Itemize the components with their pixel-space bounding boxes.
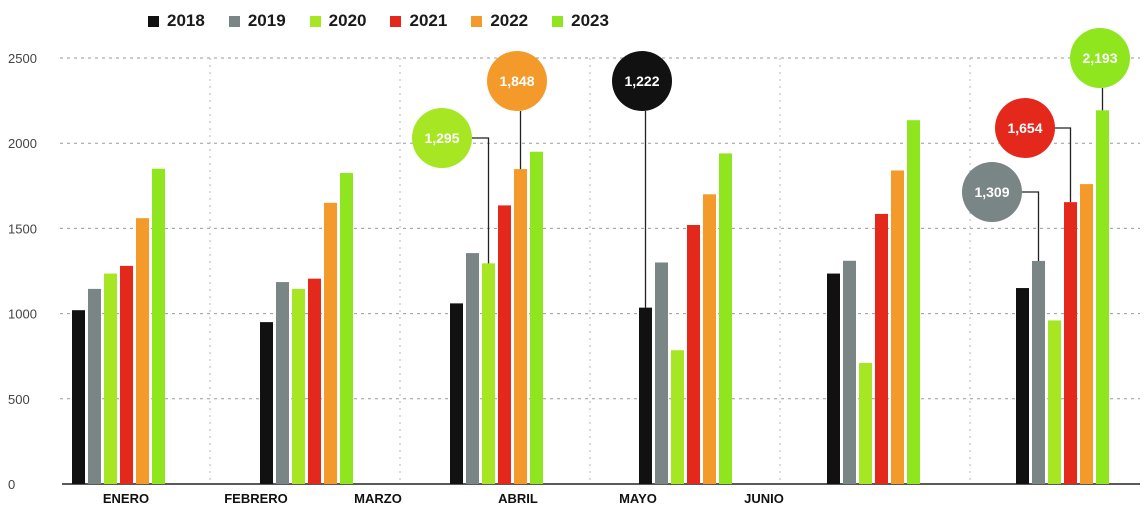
legend-swatch bbox=[390, 15, 402, 27]
bar-2022 bbox=[514, 169, 527, 484]
legend-label: 2018 bbox=[167, 11, 205, 30]
bar-2019 bbox=[1032, 260, 1045, 484]
legend-item-2022: 2022 bbox=[471, 8, 528, 34]
legend-label: 2022 bbox=[490, 11, 529, 30]
bar-2021 bbox=[120, 265, 133, 484]
legend-item-2021: 2021 bbox=[390, 8, 447, 34]
bar-2021 bbox=[498, 205, 511, 484]
callout-bubble bbox=[612, 51, 672, 111]
callout-label: 1,222 bbox=[624, 73, 659, 89]
bar-2021 bbox=[687, 224, 700, 484]
callout-label: 2,193 bbox=[1082, 50, 1117, 66]
callout-label: 1,309 bbox=[974, 184, 1009, 200]
bar-2021 bbox=[875, 213, 888, 484]
y-tick-label: 500 bbox=[8, 392, 30, 407]
bar-2019 bbox=[466, 253, 479, 484]
callout-label: 1,848 bbox=[499, 73, 534, 89]
legend-label: 2021 bbox=[409, 11, 448, 30]
category-label: MARZO bbox=[354, 491, 402, 506]
legend-label: 2019 bbox=[247, 11, 286, 30]
bar-2022 bbox=[136, 218, 149, 484]
bar-2023 bbox=[152, 168, 165, 484]
bar-2023 bbox=[340, 173, 353, 484]
bar-2023 bbox=[719, 153, 732, 484]
legend-label: 2023 bbox=[571, 11, 609, 30]
category-label: ABRIL bbox=[498, 491, 538, 506]
legend-swatch bbox=[309, 15, 321, 27]
category-label: FEBRERO bbox=[224, 491, 288, 506]
category-label: MAYO bbox=[619, 491, 657, 506]
callout-leader-line bbox=[1022, 191, 1040, 261]
bar-2020 bbox=[104, 273, 117, 484]
bar-2022 bbox=[1080, 184, 1093, 484]
bar-2020 bbox=[1048, 320, 1061, 484]
callout-label: 1,654 bbox=[1007, 120, 1042, 136]
callout-label: 1,295 bbox=[424, 130, 459, 146]
bar-2023 bbox=[907, 120, 920, 485]
callout-bubble bbox=[412, 108, 472, 168]
bar-2022 bbox=[891, 170, 904, 485]
bar-2020 bbox=[671, 350, 684, 484]
callout-leader-line bbox=[472, 137, 490, 264]
legend-item-2023: 2023 bbox=[552, 8, 609, 34]
legend-item-2018: 2018 bbox=[148, 8, 205, 34]
bar-2023 bbox=[1096, 110, 1109, 484]
bar-2019 bbox=[88, 288, 101, 484]
bar-2018 bbox=[450, 303, 463, 484]
chart-legend: 2018 2019 2020 2021 2022 2023 bbox=[148, 8, 633, 34]
y-tick-label: 1500 bbox=[8, 221, 37, 236]
bar-2022 bbox=[324, 202, 337, 484]
bar-2018 bbox=[72, 310, 85, 484]
category-label: JUNIO bbox=[744, 491, 784, 506]
callout-bubble bbox=[995, 98, 1055, 158]
bar-2019 bbox=[655, 262, 668, 484]
bar-2018 bbox=[639, 307, 652, 484]
legend-swatch bbox=[552, 15, 564, 27]
legend-swatch bbox=[228, 15, 240, 27]
bar-2021 bbox=[1064, 202, 1077, 485]
callout-leader-line bbox=[1055, 127, 1072, 203]
legend-label: 2020 bbox=[328, 11, 367, 30]
bar-2022 bbox=[703, 194, 716, 484]
bar-2020 bbox=[292, 288, 305, 484]
bar-2023 bbox=[530, 151, 543, 484]
bar-2020 bbox=[859, 363, 872, 484]
bar-2019 bbox=[843, 260, 856, 484]
bar-2021 bbox=[308, 278, 321, 484]
callout-bubble bbox=[487, 51, 547, 111]
bar-2018 bbox=[260, 322, 273, 484]
y-tick-label: 1000 bbox=[8, 307, 37, 322]
y-tick-label: 2000 bbox=[8, 136, 37, 151]
bar-2018 bbox=[827, 273, 840, 484]
callout-bubble bbox=[1070, 28, 1130, 88]
bar-2019 bbox=[276, 282, 289, 484]
legend-swatch bbox=[471, 15, 483, 27]
y-tick-label: 2500 bbox=[8, 51, 37, 66]
legend-item-2020: 2020 bbox=[309, 8, 367, 34]
callout-bubble bbox=[962, 162, 1022, 222]
legend-swatch bbox=[148, 15, 159, 27]
bar-2020 bbox=[482, 263, 495, 484]
y-tick-label: 0 bbox=[8, 477, 15, 492]
legend-item-2019: 2019 bbox=[228, 8, 286, 34]
category-label: ENERO bbox=[103, 491, 149, 506]
bar-2018 bbox=[1016, 288, 1029, 484]
